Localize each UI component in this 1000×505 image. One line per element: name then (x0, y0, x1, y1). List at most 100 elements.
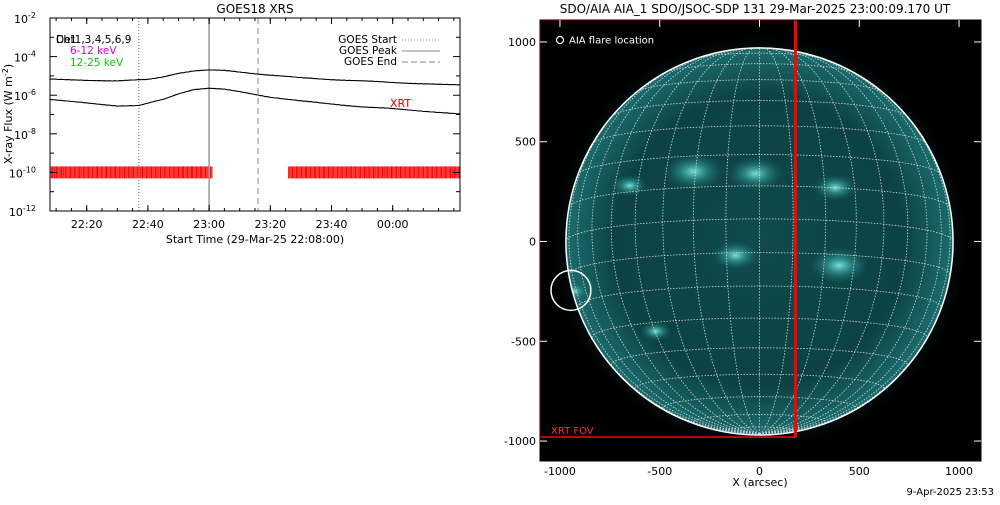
lightcurve-y-label: X-ray Flux (W m-2) (1, 64, 15, 164)
x-tick-label: 23:40 (316, 218, 348, 231)
grid-line (692, 47, 760, 435)
y-tick-label: 10-2 (14, 11, 36, 26)
lightcurve-x-ticks: 22:20 22:40 23:00 23:20 23:40 00:00 (55, 18, 455, 231)
y-tick-label: 10-10 (9, 165, 36, 180)
y-tick-base: 10 (9, 167, 23, 180)
aia-x-tick-label: 0 (756, 465, 763, 478)
grid-line (725, 47, 760, 435)
grid-line (662, 48, 760, 435)
aia-image-panel: SDO/AIA AIA_1 SDO/JSOC-SDP 131 29-Mar-20… (504, 2, 982, 489)
grid-line (664, 63, 855, 74)
grid-line (759, 58, 942, 435)
aia-y-tick-label: 0 (529, 235, 536, 248)
y-tick-exponent: -8 (28, 127, 36, 136)
goes-lightcurve-panel: GOES18 XRS 22:20 22:40 23:00 23:20 23:40 00:0… (1, 2, 461, 246)
grid-line (759, 47, 827, 435)
y-tick-exponent: -10 (23, 165, 36, 174)
x-tick-label: 00:00 (377, 218, 409, 231)
grid-line (591, 317, 928, 338)
xrt-fov-right-edge (793, 20, 797, 438)
grid-line (634, 373, 885, 389)
active-region (663, 153, 724, 190)
y-tick-base: 10 (9, 206, 23, 219)
y-tick-exponent: -6 (28, 88, 36, 97)
ylabel-close: ) (2, 64, 15, 68)
grid-line (568, 83, 760, 435)
grid-line (759, 48, 885, 435)
legend-goes-peak: GOES Peak (339, 45, 398, 57)
aia-y-tick-label: 1000 (508, 36, 536, 49)
aia-x-tick-label: 500 (849, 465, 870, 478)
channel-label-detectors: Det1,3,4,5,6,9 (56, 34, 131, 46)
aia-y-ticks: 1000 500 0 -500 -1000 (504, 36, 981, 448)
aia-plot-frame (539, 19, 982, 462)
ylabel-text: X-ray Flux (W m (2, 76, 15, 164)
aia-x-tick-label: -1000 (544, 465, 576, 478)
x-tick-label: 23:20 (254, 218, 286, 231)
active-region (611, 174, 648, 197)
grid-line (759, 47, 794, 435)
solar-limb (565, 47, 954, 436)
active-region (639, 321, 672, 341)
legend-flare-symbol (555, 35, 565, 45)
xrt-label: XRT (390, 97, 411, 110)
y-tick-base: 10 (14, 52, 28, 65)
grid-line (610, 50, 760, 435)
grid-line (692, 413, 827, 423)
x-tick-label: 23:00 (193, 218, 225, 231)
aia-y-tick-label: -500 (511, 335, 536, 348)
y-tick-label: 10-6 (14, 88, 36, 103)
y-tick-exponent: -12 (23, 204, 36, 213)
grid-line (591, 52, 760, 435)
xrt-coverage-marks (50, 166, 460, 179)
grid-line (636, 79, 883, 93)
aia-x-tick-label: -500 (647, 465, 672, 478)
xrt-fov-label: XRT FOV (551, 426, 594, 437)
grid-line (610, 347, 909, 366)
y-tick-base: 10 (14, 129, 28, 142)
active-region (727, 156, 784, 191)
aia-image-title: SDO/AIA AIA_1 SDO/JSOC-SDP 131 29-Mar-20… (560, 2, 951, 16)
y-tick-label: 10-8 (14, 127, 36, 142)
x-tick-label: 22:40 (132, 218, 164, 231)
x-tick-label: 22:20 (71, 218, 103, 231)
aia-y-tick-label: -1000 (504, 435, 536, 448)
footer-timestamp: 9-Apr-2025 23:53 (906, 487, 994, 498)
grid-line (759, 50, 909, 435)
y-tick-label: 10-12 (9, 204, 36, 219)
lightcurve-series-group (50, 69, 460, 115)
grid-line (634, 48, 760, 435)
lightcurve-title: GOES18 XRS (216, 2, 293, 16)
goes-event-lines (138, 18, 259, 211)
aia-x-tick-label: 1000 (945, 465, 973, 478)
band-label-12-25: 12-25 keV (70, 57, 124, 69)
flux-series-line (50, 87, 460, 115)
grid-line (759, 48, 857, 435)
grid-line (577, 285, 942, 308)
active-region (711, 241, 760, 270)
y-tick-base: 10 (14, 13, 28, 26)
grid-line (759, 83, 951, 435)
channel-label-ch1: Ch1 (56, 34, 77, 46)
aia-legend: AIA flare location (555, 35, 654, 47)
aia-x-ticks: -1000 -500 0 500 1000 (544, 20, 973, 478)
aia-y-tick-label: 500 (515, 136, 536, 149)
active-region (813, 174, 858, 201)
legend-goes-end: GOES End (344, 56, 397, 68)
lightcurve-x-label: Start Time (29-Mar-25 22:08:00) (166, 233, 344, 246)
flare-location-circle (550, 269, 592, 312)
grid-line (568, 185, 951, 208)
event-legend: GOES Start GOES Peak GOES End (338, 34, 440, 68)
active-region (809, 247, 870, 284)
y-tick-label: 10-4 (14, 50, 36, 65)
grid-line (577, 58, 760, 435)
grid-line (759, 52, 928, 435)
flux-series-line (50, 69, 460, 86)
y-tick-base: 10 (14, 90, 28, 103)
band-label-6-12: 6-12 keV (70, 45, 117, 57)
ylabel-exponent: -2 (1, 68, 10, 76)
aia-x-label: X (arcsec) (732, 476, 787, 489)
y-tick-exponent: -2 (28, 11, 36, 20)
